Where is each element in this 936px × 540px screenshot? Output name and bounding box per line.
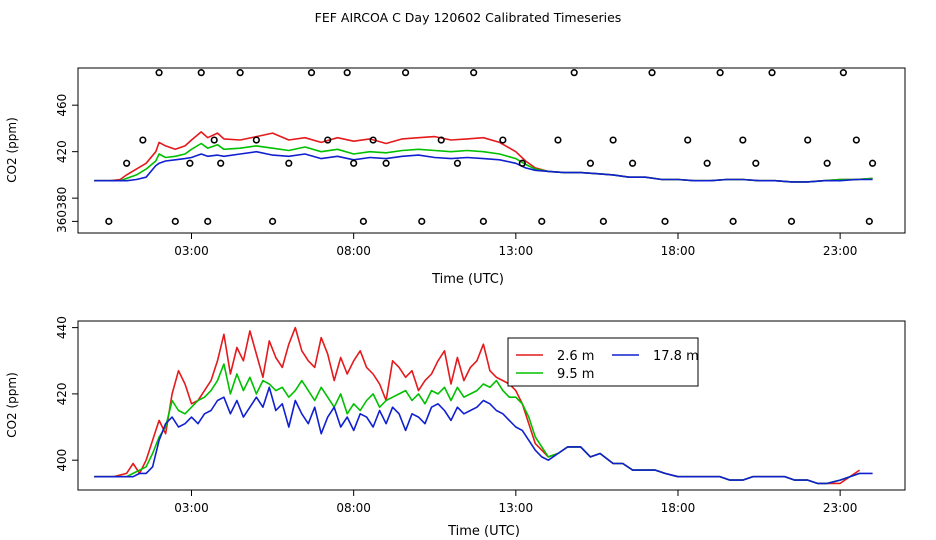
flag-point xyxy=(453,159,462,167)
flag-point xyxy=(684,136,692,144)
flag-point xyxy=(343,69,351,77)
legend-label-2-6m: 2.6 m xyxy=(557,349,594,364)
flag-point xyxy=(139,136,147,144)
flag-point xyxy=(703,159,711,167)
flag-point xyxy=(105,217,113,225)
x-tick-label: 08:00 xyxy=(336,244,371,258)
flag-point xyxy=(538,217,546,225)
flag-point xyxy=(350,159,358,167)
flag-point xyxy=(518,159,526,167)
flag-point xyxy=(369,136,377,144)
x-tick-label: 03:00 xyxy=(174,244,209,258)
flag-point xyxy=(729,217,737,225)
y-tick-label: 400 xyxy=(55,449,69,472)
flag-point xyxy=(804,136,812,144)
flag-point xyxy=(609,136,617,144)
series-line-2-6-m xyxy=(94,326,861,485)
flag-point xyxy=(823,159,831,167)
x-tick-label: 18:00 xyxy=(661,244,696,258)
flag-point xyxy=(648,69,656,77)
flag-point xyxy=(661,217,669,225)
y-tick-label: 360 xyxy=(55,210,69,233)
x-tick-label: 23:00 xyxy=(823,244,858,258)
x-tick-label: 08:00 xyxy=(336,501,371,515)
flag-point xyxy=(401,69,410,77)
top-x-axis-label: Time (UTC) xyxy=(431,272,504,287)
y-tick-label: 380 xyxy=(55,187,69,210)
bottom-y-axis-label: CO2 (ppm) xyxy=(5,372,19,438)
x-tick-label: 23:00 xyxy=(823,501,858,515)
top-plot-frame xyxy=(77,67,906,234)
y-tick-label: 420 xyxy=(55,140,69,163)
flag-point xyxy=(285,159,293,167)
flag-point xyxy=(155,69,163,77)
flag-point xyxy=(768,69,776,77)
bottom-x-axis-label: Time (UTC) xyxy=(447,524,520,539)
series-line-2 xyxy=(94,142,873,183)
flag-point xyxy=(570,69,578,77)
flag-point xyxy=(123,159,131,167)
flag-point xyxy=(210,136,218,144)
flag-point xyxy=(418,217,426,225)
flag-point xyxy=(217,159,225,167)
x-tick-label: 18:00 xyxy=(661,501,696,515)
flag-point xyxy=(307,69,316,77)
flag-point xyxy=(865,217,873,225)
legend-label-17-8m: 17.8 m xyxy=(653,349,699,364)
flag-point xyxy=(787,217,796,225)
series-line-9-5-m xyxy=(94,363,860,485)
flag-point xyxy=(868,159,877,167)
x-tick-label: 13:00 xyxy=(499,244,534,258)
flag-point xyxy=(499,136,507,144)
x-tick-label: 03:00 xyxy=(174,501,209,515)
series-line-3 xyxy=(94,150,873,183)
x-tick-label: 13:00 xyxy=(499,501,534,515)
flag-point xyxy=(716,69,724,77)
flag-point xyxy=(479,217,487,225)
flag-point xyxy=(359,217,367,225)
y-tick-label: 440 xyxy=(55,316,69,339)
flag-point xyxy=(324,136,332,144)
flag-point xyxy=(171,217,179,225)
legend: 2.6 m 9.5 m 17.8 m xyxy=(507,337,699,387)
flag-point xyxy=(197,69,205,77)
flag-point xyxy=(628,159,637,167)
flag-point xyxy=(186,159,194,167)
flag-point xyxy=(852,136,860,144)
legend-box xyxy=(507,337,699,387)
bottom-plot-frame xyxy=(77,320,906,491)
flag-point xyxy=(252,136,260,144)
flag-point xyxy=(599,217,607,225)
flag-point xyxy=(739,136,747,144)
flag-point xyxy=(437,136,445,144)
top-panel-all-data: Time (UTC) CO2 (ppm) 03:00 08:00 13:00 18:0… xyxy=(5,67,906,287)
flag-point xyxy=(236,69,244,77)
series-line-17-8-m xyxy=(94,386,873,485)
top-y-axis-label: CO2 (ppm) xyxy=(5,117,19,183)
figure-title: FEF AIRCOA C Day 120602 Calibrated Times… xyxy=(315,10,622,25)
flag-point xyxy=(268,217,277,225)
flag-point xyxy=(382,159,390,167)
flag-point xyxy=(586,159,595,167)
bottom-panel-tower-levels: Time (UTC) CO2 (ppm) 2.6 m 9.5 m 17.8 m … xyxy=(5,316,906,539)
flag-point xyxy=(204,217,212,225)
flag-point xyxy=(554,136,562,144)
flag-point xyxy=(752,159,760,167)
flag-point xyxy=(470,69,478,77)
y-tick-label: 420 xyxy=(55,382,69,405)
y-tick-label: 460 xyxy=(55,94,69,117)
flag-point xyxy=(839,69,847,77)
legend-label-9-5m: 9.5 m xyxy=(557,367,594,382)
